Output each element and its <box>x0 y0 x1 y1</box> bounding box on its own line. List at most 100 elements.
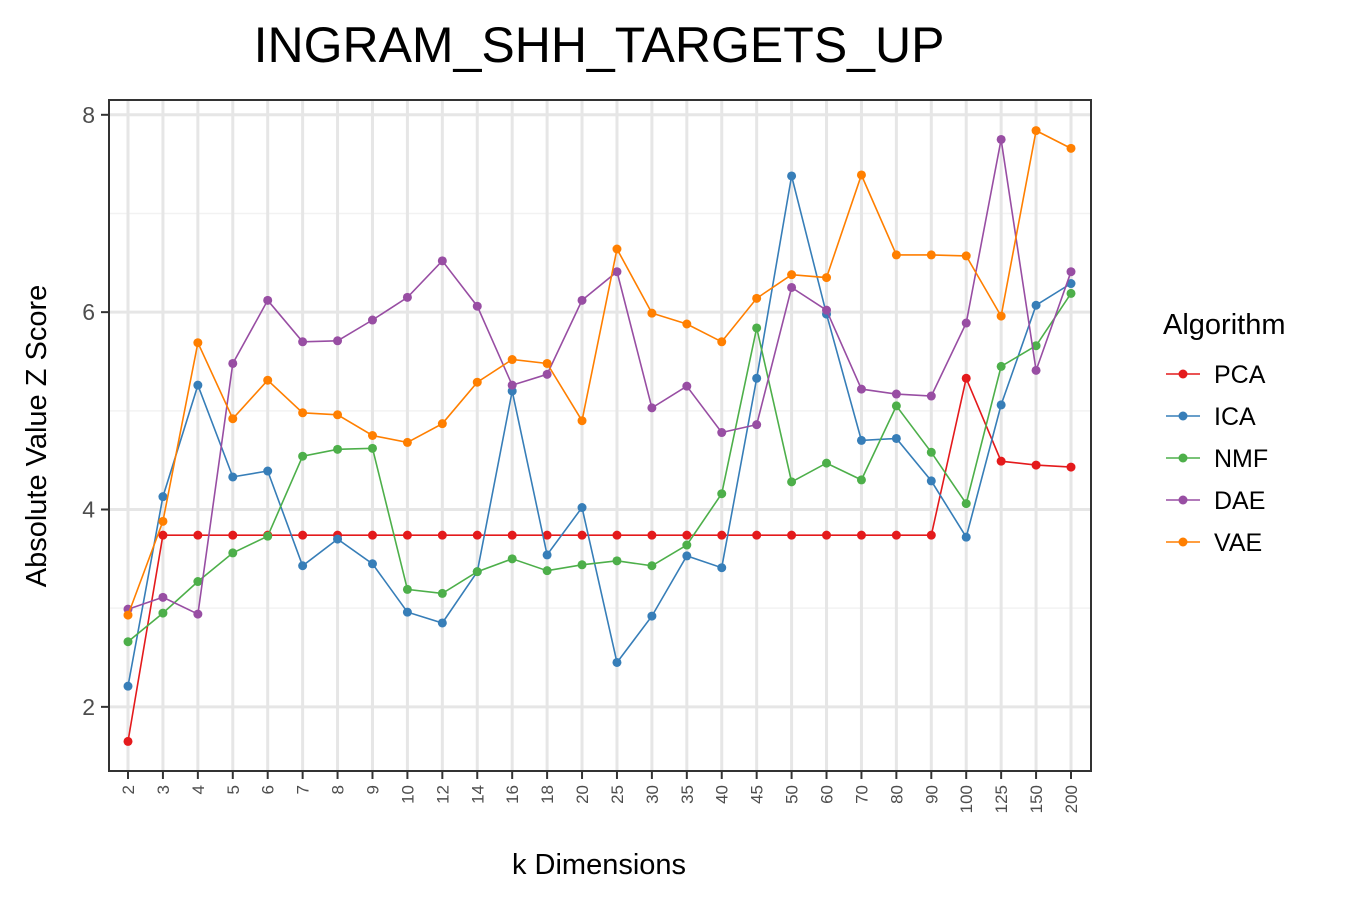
x-tick-label: 8 <box>329 785 348 794</box>
data-point-pca <box>542 530 552 540</box>
x-tick-label: 20 <box>573 785 592 804</box>
data-point-ica <box>437 618 447 628</box>
data-point-pca <box>437 530 447 540</box>
data-point-nmf <box>961 499 971 509</box>
data-point-pca <box>961 373 971 383</box>
data-point-vae <box>647 308 657 318</box>
data-point-vae <box>437 419 447 429</box>
data-point-nmf <box>926 447 936 457</box>
data-point-dae <box>193 609 203 619</box>
data-point-vae <box>787 270 797 280</box>
data-point-nmf <box>1066 288 1076 298</box>
data-point-dae <box>577 295 587 305</box>
data-point-vae <box>926 250 936 260</box>
legend-item-ica: ICA <box>1166 403 1256 431</box>
x-tick-label: 2 <box>119 785 138 794</box>
series-line-nmf <box>127 292 1072 643</box>
x-tick-label: 12 <box>433 785 452 804</box>
data-point-ica <box>263 466 273 476</box>
data-point-dae <box>682 381 692 391</box>
data-point-vae <box>298 408 308 418</box>
data-point-vae <box>961 251 971 261</box>
series-line-ica <box>127 175 1072 687</box>
data-point-dae <box>996 134 1006 144</box>
data-point-dae <box>822 305 832 315</box>
y-tick-label: 8 <box>82 102 95 128</box>
data-point-dae <box>961 318 971 328</box>
series-layer <box>123 126 1076 746</box>
x-axis: 2 3 4 5 6 7 8 9 10 12 14 16 18 20 25 30 35 40 45 50 60 70 80 90… <box>119 771 1081 813</box>
data-point-pca <box>647 530 657 540</box>
data-point-dae <box>367 315 377 325</box>
series-pca <box>123 373 1076 746</box>
data-point-nmf <box>996 361 1006 371</box>
data-point-pca <box>717 530 727 540</box>
data-point-vae <box>193 338 203 348</box>
x-tick-label: 10 <box>398 785 417 804</box>
legend-key-point <box>1178 537 1188 547</box>
data-point-dae <box>437 256 447 266</box>
data-point-ica <box>123 681 133 691</box>
data-point-vae <box>158 516 168 526</box>
data-point-dae <box>298 337 308 347</box>
data-point-dae <box>158 592 168 602</box>
legend-items: PCA ICA NMF DAE VAE <box>1166 361 1268 557</box>
data-point-nmf <box>158 608 168 618</box>
data-point-ica <box>1031 300 1041 310</box>
data-point-dae <box>926 391 936 401</box>
data-point-vae <box>367 431 377 440</box>
data-point-ica <box>402 607 412 617</box>
data-point-vae <box>472 377 482 387</box>
data-point-vae <box>856 170 866 180</box>
y-axis: 2 4 6 8 <box>82 102 109 720</box>
chart-title: INGRAM_SHH_TARGETS_UP <box>254 17 945 73</box>
data-point-vae <box>507 355 517 365</box>
data-point-vae <box>822 273 832 283</box>
data-point-pca <box>891 530 901 540</box>
data-point-nmf <box>822 458 832 468</box>
data-point-ica <box>647 611 657 621</box>
y-axis-title: Absolute Value Z Score <box>21 285 53 588</box>
x-tick-label: 9 <box>363 785 382 794</box>
data-point-pca <box>1031 460 1041 470</box>
data-point-vae <box>752 293 762 303</box>
series-nmf <box>123 288 1076 647</box>
legend-title: Algorithm <box>1163 309 1286 341</box>
data-point-nmf <box>263 531 273 541</box>
x-tick-label: 45 <box>748 785 767 804</box>
series-vae <box>123 126 1076 620</box>
data-point-nmf <box>298 451 308 461</box>
legend-item-nmf: NMF <box>1166 445 1268 473</box>
x-tick-label: 30 <box>643 785 662 804</box>
legend-key-point <box>1178 369 1188 379</box>
data-point-pca <box>612 530 622 540</box>
data-point-nmf <box>717 489 727 499</box>
data-point-nmf <box>577 560 587 570</box>
data-point-ica <box>891 433 901 443</box>
y-tick-label: 4 <box>82 497 95 523</box>
data-point-vae <box>123 610 133 620</box>
data-point-pca <box>472 530 482 540</box>
grid <box>109 100 1091 771</box>
data-point-vae <box>333 410 343 420</box>
data-point-ica <box>926 476 936 486</box>
x-tick-label: 14 <box>468 785 487 804</box>
x-tick-label: 50 <box>783 785 802 804</box>
x-tick-label: 60 <box>818 785 837 804</box>
data-point-pca <box>367 530 377 540</box>
legend-label: DAE <box>1214 487 1265 515</box>
data-point-dae <box>717 428 727 438</box>
data-point-ica <box>682 551 692 561</box>
legend-label: NMF <box>1214 445 1268 473</box>
data-point-vae <box>542 358 552 368</box>
data-point-vae <box>1066 143 1076 153</box>
data-point-pca <box>856 530 866 540</box>
data-point-nmf <box>193 577 203 587</box>
data-point-ica <box>1066 279 1076 289</box>
x-axis-title: k Dimensions <box>512 849 686 881</box>
data-point-nmf <box>682 540 692 550</box>
x-tick-label: 25 <box>608 785 627 804</box>
data-point-nmf <box>752 323 762 333</box>
data-point-dae <box>612 267 622 277</box>
